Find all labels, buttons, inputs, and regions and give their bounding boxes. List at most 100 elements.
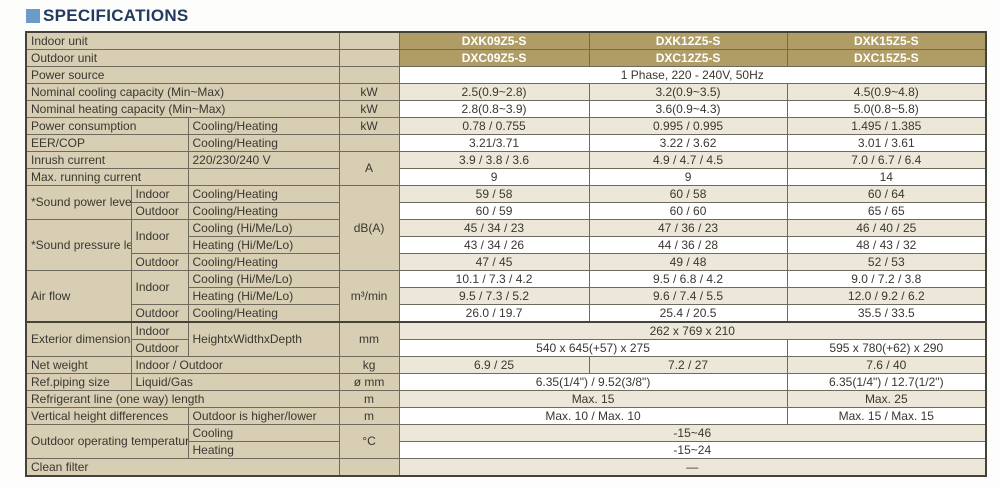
model-name: DXC15Z5-S	[786, 49, 987, 67]
row-label: Net weight	[25, 356, 132, 374]
value-cell: 9	[588, 168, 788, 186]
row-label: Vertical height differences	[25, 407, 189, 425]
model-name: DXK15Z5-S	[786, 31, 987, 50]
row-label: EER/COP	[25, 134, 189, 152]
row-label: Air flow	[25, 270, 132, 323]
unit-cell: kW	[338, 100, 400, 118]
value-cell: 595 x 780(+62) x 290	[786, 339, 987, 357]
unit-cell: m³/min	[338, 270, 400, 323]
value-cell: 540 x 645(+57) x 275	[398, 339, 788, 357]
model-name: DXC12Z5-S	[588, 49, 788, 67]
section-header: SPECIFICATIONS	[26, 6, 1000, 26]
table-row: Exterior dimensions Indoor HeightxWidthxDe…	[25, 321, 987, 357]
spec-table-body: Indoor unit DXK09Z5-S DXK12Z5-S DXK15Z5-S Ou…	[25, 31, 987, 477]
table-row: Outdoor operating temperature rangeCooli…	[25, 424, 987, 459]
value-cell: 10.1 / 7.3 / 4.2	[398, 270, 590, 288]
unit-cell: kW	[338, 83, 400, 101]
row-sublabel	[187, 168, 340, 186]
blue-square-icon	[26, 9, 40, 23]
unit-cell: m	[338, 407, 400, 425]
value-cell: 60 / 64	[786, 185, 987, 203]
value-cell: 9.6 / 7.4 / 5.5	[588, 287, 788, 305]
row-label: Max. running current	[25, 168, 189, 186]
unit-cell	[338, 49, 400, 67]
value-cell: 262 x 769 x 210	[398, 321, 987, 340]
row-sublabel: Liquid/Gas	[130, 373, 340, 391]
value-cell: 26.0 / 19.7	[398, 304, 590, 323]
table-row: Nominal cooling capacity (Min~Max) kW 2.5(…	[25, 83, 987, 101]
row-sublabel: Heating (Hi/Me/Lo)	[187, 236, 340, 254]
unit-cell: kW	[338, 117, 400, 135]
value-cell: 43 / 34 / 26	[398, 236, 590, 254]
table-row: Indoor unit DXK09Z5-S DXK12Z5-S DXK15Z5-S	[25, 31, 987, 50]
unit-cell: °C	[338, 424, 400, 459]
value-cell: 7.6 / 40	[786, 356, 987, 374]
row-label: Refrigerant line (one way) length	[25, 390, 340, 408]
row-label: Nominal cooling capacity (Min~Max)	[25, 83, 340, 101]
table-row: Refrigerant line (one way) length m Max. 1…	[25, 390, 987, 408]
table-row: Vertical height differences Outdoor is hi…	[25, 407, 987, 425]
value-cell: 60 / 58	[588, 185, 788, 203]
table-row: Max. running current 9 9 14	[25, 168, 987, 186]
value-cell: 0.78 / 0.755	[398, 117, 590, 135]
value-cell: 2.5(0.9~2.8)	[398, 83, 590, 101]
row-sublabel: Heating (Hi/Me/Lo)	[187, 287, 340, 305]
value-cell: 2.8(0.8~3.9)	[398, 100, 590, 118]
value-cell: 9.5 / 7.3 / 5.2	[398, 287, 590, 305]
table-row: Heating (Hi/Me/Lo) 43 / 34 / 26 44 / 36 / …	[26, 236, 987, 254]
value-cell: Max. 25	[786, 390, 987, 408]
value-cell: 9	[398, 168, 590, 186]
value-cell: 6.35(1/4") / 12.7(1/2")	[786, 373, 987, 391]
row-label: Outdoor operating temperature range	[25, 424, 189, 459]
value-cell: 6.9 / 25	[398, 356, 590, 374]
table-row: Power consumption Cooling/Heating kW 0.78 /…	[25, 117, 987, 135]
value-cell: 14	[786, 168, 987, 186]
row-label: Outdoor unit	[25, 49, 340, 67]
row-label: Ref.piping size	[25, 373, 132, 391]
value-cell: 6.35(1/4") / 9.52(3/8")	[398, 373, 788, 391]
row-sublabel: Indoor	[130, 321, 189, 340]
value-cell: 46 / 40 / 25	[786, 219, 987, 237]
value-cell: 35.5 / 33.5	[786, 304, 987, 323]
row-label: Power source	[25, 66, 340, 84]
value-cell: 3.9 / 3.8 / 3.6	[398, 151, 590, 169]
unit-cell: ø mm	[338, 373, 400, 391]
row-sublabel: Indoor	[130, 219, 189, 254]
value-cell: 60 / 59	[398, 202, 590, 220]
value-cell: 44 / 36 / 28	[588, 236, 788, 254]
specifications-table: Indoor unit DXK09Z5-S DXK12Z5-S DXK15Z5-S Ou…	[25, 31, 988, 477]
value-cell: Max. 10 / Max. 10	[398, 407, 788, 425]
row-sublabel: Cooling (Hi/Me/Lo)	[187, 270, 340, 288]
table-row: Clean filter —	[25, 458, 987, 477]
value-cell: 3.22 / 3.62	[588, 134, 788, 152]
value-cell: 60 / 60	[588, 202, 788, 220]
value-cell: 3.6(0.9~4.3)	[588, 100, 788, 118]
row-label: Inrush current	[25, 151, 189, 169]
row-sublabel: Heating	[187, 441, 340, 459]
table-row: Outdoor Cooling/Heating 60 / 59 60 / 60 65 /…	[26, 202, 987, 220]
model-name: DXK09Z5-S	[398, 31, 590, 50]
row-sublabel: Cooling/Heating	[187, 185, 340, 203]
table-row: Heating (Hi/Me/Lo) 9.5 / 7.3 / 5.2 9.6 / 7…	[26, 287, 987, 305]
row-sublabel: Cooling (Hi/Me/Lo)	[187, 219, 340, 237]
value-cell: 1 Phase, 220 - 240V, 50Hz	[398, 66, 987, 84]
row-label: *Sound power level	[25, 185, 132, 220]
table-row: Inrush current 220/230/240 V A 3.9 / 3.8 / …	[25, 151, 987, 186]
value-cell: 7.2 / 27	[588, 356, 788, 374]
value-cell: 1.495 / 1.385	[786, 117, 987, 135]
row-label: *Sound pressure level	[25, 219, 132, 271]
value-cell: 3.2(0.9~3.5)	[588, 83, 788, 101]
value-cell: 49 / 48	[588, 253, 788, 271]
row-label: Power consumption	[25, 117, 189, 135]
unit-cell	[338, 458, 400, 477]
value-cell: 4.9 / 4.7 / 4.5	[588, 151, 788, 169]
unit-cell	[338, 134, 400, 152]
value-cell: 0.995 / 0.995	[588, 117, 788, 135]
table-row: Power source 1 Phase, 220 - 240V, 50Hz	[25, 66, 987, 84]
model-name: DXK12Z5-S	[588, 31, 788, 50]
page-title: SPECIFICATIONS	[43, 6, 189, 25]
row-sublabel: Outdoor	[130, 339, 189, 357]
unit-cell: dB(A)	[338, 185, 400, 271]
